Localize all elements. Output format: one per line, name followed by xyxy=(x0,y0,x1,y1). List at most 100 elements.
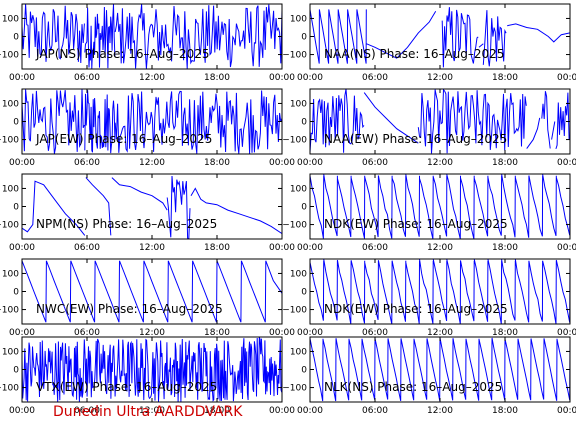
panel-title: NPM(NS) Phase: 16–Aug–2025 xyxy=(36,217,217,231)
x-tick-label: 00:00 xyxy=(269,73,295,83)
x-tick-label: 00:00 xyxy=(557,73,576,83)
x-tick-label: 00:00 xyxy=(297,328,323,338)
x-tick-label: 06:00 xyxy=(362,328,388,338)
y-tick-label: −100 xyxy=(0,51,19,61)
x-tick-label: 18:00 xyxy=(492,328,518,338)
panel-title: NDK(EW) Phase: 16–Aug–2025 xyxy=(324,217,508,231)
x-tick-label: 00:00 xyxy=(557,406,576,416)
y-tick-label: 100 xyxy=(2,14,19,24)
station-label: Dunedin Ultra AARDDVARK xyxy=(53,404,243,420)
y-tick-label: 100 xyxy=(2,184,19,194)
phase-panel-6: 100 0 −100 00:00 06:00 12:00 18:00 00:00 NDK(EW)… xyxy=(282,173,576,253)
y-tick-label: 0 xyxy=(13,366,19,376)
x-tick-label: 00:00 xyxy=(9,243,35,253)
x-tick-label: 00:00 xyxy=(269,328,295,338)
phase-panel-4: 100 0 −100 00:00 06:00 12:00 18:00 00:00 NAA(EW)… xyxy=(282,88,576,168)
x-tick-label: 00:00 xyxy=(297,406,323,416)
phase-trace xyxy=(22,175,282,239)
phase-panel-7: 100 0 −100 00:00 06:00 12:00 18:00 00:00 NWC(EW)… xyxy=(0,258,295,338)
x-tick-label: 00:00 xyxy=(9,73,35,83)
y-tick-label: −100 xyxy=(0,136,19,146)
x-tick-label: 18:00 xyxy=(204,406,230,416)
phase-trace xyxy=(310,337,570,402)
y-tick-label: 100 xyxy=(290,99,307,109)
y-tick-label: 100 xyxy=(290,269,307,279)
x-tick-label: 00:00 xyxy=(269,406,295,416)
panel-title: VTX(EW) Phase: 16–Aug–2025 xyxy=(36,380,217,394)
y-tick-label: 0 xyxy=(301,366,307,376)
y-tick-label: −100 xyxy=(282,221,307,231)
y-tick-label: 100 xyxy=(2,347,19,357)
y-tick-label: 0 xyxy=(13,33,19,43)
y-tick-label: −100 xyxy=(0,221,19,231)
phase-panel-8: 100 0 −100 00:00 06:00 12:00 18:00 00:00 NDK(EW)… xyxy=(282,258,576,338)
y-tick-label: 100 xyxy=(290,347,307,357)
phase-panel-3: 100 0 −100 00:00 06:00 12:00 18:00 00:00 JAP(EW)… xyxy=(0,88,295,168)
x-tick-label: 06:00 xyxy=(74,328,100,338)
y-tick-label: 100 xyxy=(290,184,307,194)
x-tick-label: 06:00 xyxy=(74,158,100,168)
y-tick-label: 0 xyxy=(13,203,19,213)
x-tick-label: 18:00 xyxy=(492,158,518,168)
x-tick-label: 00:00 xyxy=(297,243,323,253)
x-tick-label: 12:00 xyxy=(427,73,453,83)
phase-panel-2: 100 0 −100 00:00 06:00 12:00 18:00 00:00 NAA(NS)… xyxy=(282,3,576,83)
y-tick-label: 100 xyxy=(2,269,19,279)
phase-panel-10: 100 0 −100 00:00 06:00 12:00 18:00 00:00 NLK(NS)… xyxy=(282,336,576,416)
x-tick-label: 12:00 xyxy=(427,328,453,338)
x-tick-label: 00:00 xyxy=(557,158,576,168)
x-tick-label: 06:00 xyxy=(362,158,388,168)
panel-title: NAA(NS) Phase: 16–Aug–2025 xyxy=(324,47,504,61)
x-tick-label: 12:00 xyxy=(139,406,165,416)
y-tick-label: 0 xyxy=(301,288,307,298)
x-tick-label: 00:00 xyxy=(9,328,35,338)
x-tick-label: 00:00 xyxy=(557,328,576,338)
phase-panel-9: 100 0 −100 00:00 06:00 12:00 18:00 00:00 VTX(EW)… xyxy=(0,336,295,416)
x-tick-label: 12:00 xyxy=(139,328,165,338)
phase-trace xyxy=(22,89,282,154)
x-tick-label: 12:00 xyxy=(427,406,453,416)
x-tick-label: 06:00 xyxy=(362,73,388,83)
y-tick-label: −100 xyxy=(0,384,19,394)
y-tick-label: 100 xyxy=(290,14,307,24)
x-tick-label: 12:00 xyxy=(427,243,453,253)
y-tick-label: 0 xyxy=(13,118,19,128)
x-tick-label: 18:00 xyxy=(492,243,518,253)
phase-trace xyxy=(22,337,282,402)
panel-title: JAP(EW) Phase: 16–Aug–2025 xyxy=(35,132,212,146)
x-tick-label: 06:00 xyxy=(74,243,100,253)
x-tick-label: 18:00 xyxy=(204,243,230,253)
x-tick-label: 06:00 xyxy=(74,406,100,416)
phase-trace xyxy=(22,260,282,323)
x-tick-label: 12:00 xyxy=(427,158,453,168)
panel-title: NLK(NS) Phase: 16–Aug–2025 xyxy=(324,380,502,394)
panel-title: NWC(EW) Phase: 16–Aug–2025 xyxy=(36,302,223,316)
phase-trace xyxy=(310,259,570,324)
y-tick-label: 0 xyxy=(301,118,307,128)
x-tick-label: 00:00 xyxy=(297,158,323,168)
panel-title: NDK(EW) Phase: 16–Aug–2025 xyxy=(324,302,508,316)
x-tick-label: 06:00 xyxy=(362,243,388,253)
phase-trace xyxy=(310,89,570,154)
x-tick-label: 18:00 xyxy=(204,328,230,338)
panel-title: JAP(NS) Phase: 16–Aug–2025 xyxy=(35,47,209,61)
phase-trace xyxy=(310,7,570,68)
x-tick-label: 06:00 xyxy=(362,406,388,416)
phase-panel-1: 100 0 −100 00:00 06:00 12:00 18:00 00:00 JAP(NS)… xyxy=(0,3,295,83)
x-tick-label: 00:00 xyxy=(269,243,295,253)
x-tick-label: 12:00 xyxy=(139,243,165,253)
x-tick-label: 00:00 xyxy=(269,158,295,168)
x-tick-label: 18:00 xyxy=(492,73,518,83)
y-tick-label: −100 xyxy=(282,384,307,394)
phase-trace xyxy=(22,4,282,69)
x-tick-label: 00:00 xyxy=(9,158,35,168)
x-tick-label: 18:00 xyxy=(204,73,230,83)
y-tick-label: 0 xyxy=(301,203,307,213)
phase-trace xyxy=(310,174,570,239)
y-tick-label: −100 xyxy=(0,306,19,316)
y-tick-label: −100 xyxy=(282,306,307,316)
x-tick-label: 12:00 xyxy=(139,158,165,168)
y-tick-label: −100 xyxy=(282,51,307,61)
y-tick-label: 0 xyxy=(13,288,19,298)
